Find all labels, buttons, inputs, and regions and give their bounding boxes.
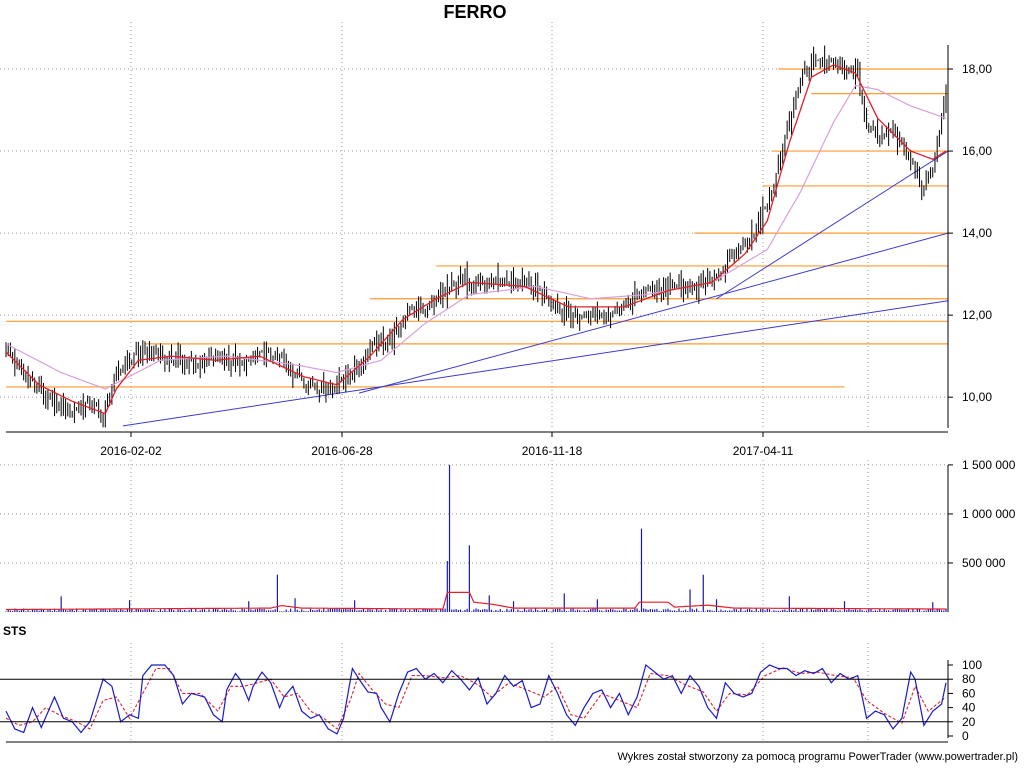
sts-tick-label: 100 xyxy=(962,658,982,672)
horizontal-levels xyxy=(6,68,948,388)
sts-panel-title: STS xyxy=(3,624,27,638)
sts-k-line xyxy=(5,663,947,735)
volume-bars xyxy=(5,464,947,612)
sts-tick-label: 60 xyxy=(962,686,976,700)
date-tick-label: 2016-02-02 xyxy=(100,444,162,458)
price-tick-label: 12,00 xyxy=(962,308,992,322)
date-tick-label: 2016-06-28 xyxy=(311,444,373,458)
sts-d-line xyxy=(5,667,947,730)
price-tick-label: 16,00 xyxy=(962,144,992,158)
tick-labels: 10,00 12,00 14,00 16,00 18,00 2016-02-02 2016-… xyxy=(100,62,1015,743)
axes xyxy=(0,45,953,743)
ma-slow-line xyxy=(5,84,947,390)
sts-tick-label: 40 xyxy=(962,701,976,715)
moving-averages xyxy=(5,64,947,415)
date-tick-label: 2016-11-18 xyxy=(522,444,583,458)
volume-tick-label: 500 000 xyxy=(962,556,1006,570)
sts-tick-label: 0 xyxy=(962,729,969,743)
volume-tick-label: 1 000 000 xyxy=(962,507,1016,521)
grid xyxy=(0,22,948,742)
credit-text: Wykres został stworzony za pomocą progra… xyxy=(617,751,1018,763)
trend-line xyxy=(716,150,949,300)
date-tick-label: 2017-04-11 xyxy=(733,444,794,458)
sts-tick-label: 20 xyxy=(962,715,976,729)
volume-tick-label: 1 500 000 xyxy=(962,458,1016,472)
volume-avg-line xyxy=(6,591,947,611)
sts-tick-label: 80 xyxy=(962,672,976,686)
trend-line xyxy=(358,232,949,394)
ma-fast-line xyxy=(5,64,947,415)
price-bars xyxy=(5,45,947,428)
sts-lines xyxy=(5,663,947,735)
price-tick-label: 14,00 xyxy=(962,226,992,240)
price-tick-label: 18,00 xyxy=(962,62,992,76)
trend-line xyxy=(122,300,949,427)
trend-lines xyxy=(122,150,949,427)
chart-title: FERRO xyxy=(443,2,507,22)
price-tick-label: 10,00 xyxy=(962,390,992,404)
